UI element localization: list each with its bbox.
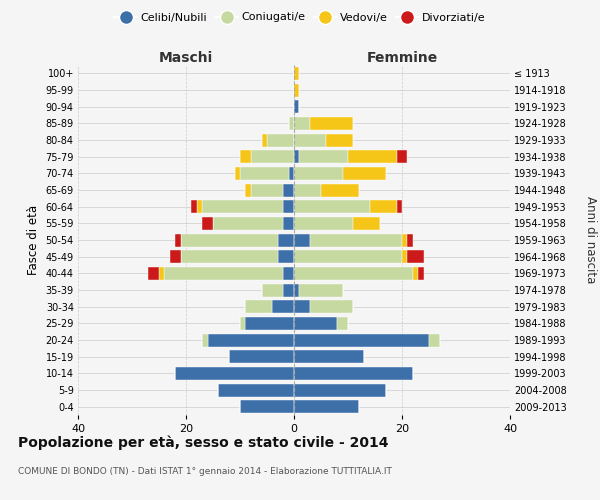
Bar [240, 167, 289, 180]
Text: Femmine: Femmine [367, 51, 437, 65]
Bar [213, 217, 283, 230]
Bar [283, 200, 294, 213]
Bar [294, 350, 364, 363]
Bar [294, 134, 326, 146]
Bar [272, 300, 294, 313]
Bar [402, 250, 407, 263]
Bar [294, 217, 353, 230]
Bar [202, 217, 213, 230]
Bar [294, 367, 413, 380]
Bar [310, 117, 353, 130]
Bar [294, 200, 370, 213]
Bar [148, 267, 159, 280]
Bar [175, 367, 294, 380]
Bar [402, 234, 407, 246]
Bar [229, 350, 294, 363]
Y-axis label: Anni di nascita: Anni di nascita [584, 196, 596, 284]
Bar [294, 267, 413, 280]
Bar [208, 334, 294, 346]
Bar [353, 217, 380, 230]
Bar [283, 184, 294, 196]
Bar [321, 184, 359, 196]
Bar [397, 200, 402, 213]
Text: Maschi: Maschi [159, 51, 213, 65]
Bar [245, 317, 294, 330]
Y-axis label: Fasce di età: Fasce di età [27, 205, 40, 275]
Bar [278, 250, 294, 263]
Bar [310, 300, 353, 313]
Bar [197, 200, 202, 213]
Legend: Celibi/Nubili, Coniugati/e, Vedovi/e, Divorziati/e: Celibi/Nubili, Coniugati/e, Vedovi/e, Di… [110, 8, 490, 27]
Bar [413, 267, 418, 280]
Bar [289, 167, 294, 180]
Bar [337, 317, 348, 330]
Bar [294, 184, 321, 196]
Bar [294, 317, 337, 330]
Bar [294, 84, 299, 96]
Bar [299, 284, 343, 296]
Bar [202, 334, 208, 346]
Bar [170, 250, 181, 263]
Bar [294, 167, 343, 180]
Bar [348, 150, 397, 163]
Bar [294, 117, 310, 130]
Text: COMUNE DI BONDO (TN) - Dati ISTAT 1° gennaio 2014 - Elaborazione TUTTITALIA.IT: COMUNE DI BONDO (TN) - Dati ISTAT 1° gen… [18, 468, 392, 476]
Bar [175, 234, 181, 246]
Bar [235, 167, 240, 180]
Bar [202, 200, 283, 213]
Bar [370, 200, 397, 213]
Bar [218, 384, 294, 396]
Bar [294, 234, 310, 246]
Bar [294, 284, 299, 296]
Bar [294, 67, 299, 80]
Bar [164, 267, 283, 280]
Bar [397, 150, 407, 163]
Bar [294, 150, 299, 163]
Bar [240, 317, 245, 330]
Bar [262, 284, 283, 296]
Bar [245, 300, 272, 313]
Bar [283, 217, 294, 230]
Bar [418, 267, 424, 280]
Bar [283, 284, 294, 296]
Bar [159, 267, 164, 280]
Bar [294, 100, 299, 113]
Bar [310, 234, 402, 246]
Bar [278, 234, 294, 246]
Bar [294, 384, 386, 396]
Bar [407, 234, 413, 246]
Bar [181, 234, 278, 246]
Bar [283, 267, 294, 280]
Bar [294, 300, 310, 313]
Text: Popolazione per età, sesso e stato civile - 2014: Popolazione per età, sesso e stato civil… [18, 435, 389, 450]
Bar [181, 250, 278, 263]
Bar [326, 134, 353, 146]
Bar [240, 150, 251, 163]
Bar [251, 184, 283, 196]
Bar [251, 150, 294, 163]
Bar [294, 334, 429, 346]
Bar [240, 400, 294, 413]
Bar [429, 334, 440, 346]
Bar [267, 134, 294, 146]
Bar [262, 134, 267, 146]
Bar [407, 250, 424, 263]
Bar [299, 150, 348, 163]
Bar [289, 117, 294, 130]
Bar [343, 167, 386, 180]
Bar [294, 400, 359, 413]
Bar [245, 184, 251, 196]
Bar [191, 200, 197, 213]
Bar [294, 250, 402, 263]
